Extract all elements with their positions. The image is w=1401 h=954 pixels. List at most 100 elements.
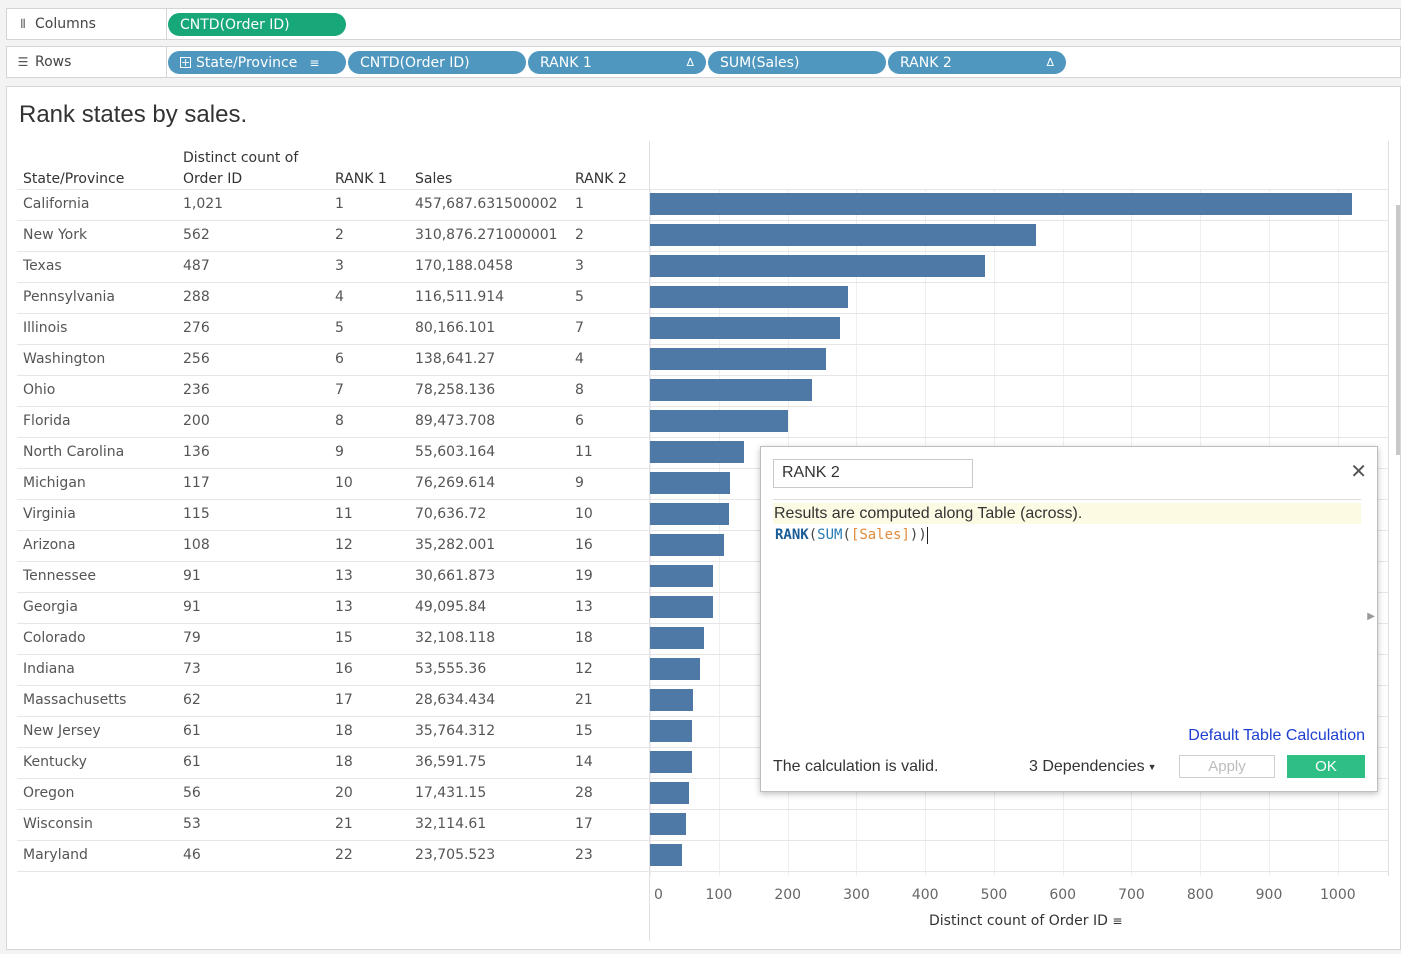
ok-button[interactable]: OK (1287, 755, 1365, 778)
pill-rank-2[interactable]: RANK 2 Δ (888, 51, 1066, 74)
table-cell-rank2[interactable]: 6 (575, 413, 584, 429)
table-cell-rank1[interactable]: 18 (335, 723, 353, 739)
table-cell-state[interactable]: Michigan (23, 475, 86, 491)
bar[interactable] (650, 689, 693, 711)
formula-editor[interactable]: RANK(SUM([Sales])) (775, 525, 928, 545)
pill-sum-sales[interactable]: SUM(Sales) (708, 51, 886, 74)
table-cell-state[interactable]: Pennsylvania (23, 289, 115, 305)
bar[interactable] (650, 503, 730, 525)
bar[interactable] (650, 534, 725, 556)
table-cell-rank1[interactable]: 13 (335, 599, 353, 615)
table-cell-state[interactable]: Washington (23, 351, 106, 367)
table-cell-count[interactable]: 117 (183, 475, 210, 491)
table-cell-rank2[interactable]: 8 (575, 382, 584, 398)
table-cell-count[interactable]: 115 (183, 506, 210, 522)
bar[interactable] (650, 286, 849, 308)
table-cell-rank1[interactable]: 7 (335, 382, 344, 398)
table-cell-count[interactable]: 276 (183, 320, 210, 336)
table-cell-count[interactable]: 200 (183, 413, 210, 429)
table-cell-state[interactable]: Indiana (23, 661, 75, 677)
bar[interactable] (650, 658, 701, 680)
table-cell-state[interactable]: Georgia (23, 599, 78, 615)
bar[interactable] (650, 751, 692, 773)
close-icon[interactable]: ✕ (1350, 459, 1367, 483)
table-cell-state[interactable]: Wisconsin (23, 816, 93, 832)
table-cell-sales[interactable]: 310,876.271000001 (415, 227, 558, 243)
table-cell-rank2[interactable]: 21 (575, 692, 593, 708)
columns-shelf[interactable]: ⫴ Columns CNTD(Order ID) (6, 8, 1401, 40)
table-cell-sales[interactable]: 35,282.001 (415, 537, 496, 553)
table-cell-sales[interactable]: 53,555.36 (415, 661, 487, 677)
bar[interactable] (650, 627, 705, 649)
bar[interactable] (650, 782, 689, 804)
table-cell-rank1[interactable]: 10 (335, 475, 353, 491)
table-cell-sales[interactable]: 457,687.631500002 (415, 196, 558, 212)
table-cell-count[interactable]: 562 (183, 227, 210, 243)
table-cell-rank1[interactable]: 16 (335, 661, 353, 677)
bar[interactable] (650, 379, 813, 401)
table-cell-count[interactable]: 256 (183, 351, 210, 367)
header-rank2[interactable]: RANK 2 (575, 171, 627, 187)
table-cell-count[interactable]: 136 (183, 444, 210, 460)
table-cell-state[interactable]: Illinois (23, 320, 68, 336)
table-cell-sales[interactable]: 32,108.118 (415, 630, 496, 646)
table-cell-sales[interactable]: 76,269.614 (415, 475, 496, 491)
table-cell-rank1[interactable]: 18 (335, 754, 353, 770)
table-cell-sales[interactable]: 116,511.914 (415, 289, 505, 305)
table-cell-sales[interactable]: 78,258.136 (415, 382, 496, 398)
table-cell-rank2[interactable]: 5 (575, 289, 584, 305)
table-cell-count[interactable]: 73 (183, 661, 201, 677)
table-cell-state[interactable]: Virginia (23, 506, 76, 522)
table-cell-state[interactable]: New Jersey (23, 723, 101, 739)
table-cell-state[interactable]: Oregon (23, 785, 75, 801)
pill-rank-1[interactable]: RANK 1 Δ (528, 51, 706, 74)
table-cell-rank2[interactable]: 17 (575, 816, 593, 832)
table-cell-count[interactable]: 61 (183, 723, 201, 739)
table-cell-state[interactable]: Kentucky (23, 754, 87, 770)
table-cell-rank1[interactable]: 6 (335, 351, 344, 367)
rows-shelf[interactable]: ☰ Rows + State/Province ≡ CNTD(Order ID)… (6, 46, 1401, 78)
table-cell-rank2[interactable]: 12 (575, 661, 593, 677)
table-cell-count[interactable]: 91 (183, 599, 201, 615)
bar[interactable] (650, 720, 692, 742)
table-cell-rank1[interactable]: 8 (335, 413, 344, 429)
pill-cntd-order-id-rows[interactable]: CNTD(Order ID) (348, 51, 526, 74)
table-cell-count[interactable]: 61 (183, 754, 201, 770)
table-cell-count[interactable]: 108 (183, 537, 210, 553)
table-cell-rank2[interactable]: 19 (575, 568, 593, 584)
table-cell-sales[interactable]: 30,661.873 (415, 568, 496, 584)
table-cell-sales[interactable]: 35,764.312 (415, 723, 496, 739)
table-cell-rank1[interactable]: 4 (335, 289, 344, 305)
table-cell-state[interactable]: Texas (23, 258, 62, 274)
table-cell-rank2[interactable]: 14 (575, 754, 593, 770)
pill-cntd-order-id-columns[interactable]: CNTD(Order ID) (168, 13, 346, 36)
table-cell-rank1[interactable]: 1 (335, 196, 344, 212)
table-cell-sales[interactable]: 55,603.164 (415, 444, 496, 460)
x-axis-title[interactable]: Distinct count of Order ID ≡ (929, 913, 1122, 929)
table-cell-sales[interactable]: 80,166.101 (415, 320, 496, 336)
table-cell-state[interactable]: Tennessee (23, 568, 96, 584)
table-cell-state[interactable]: Colorado (23, 630, 86, 646)
table-cell-sales[interactable]: 23,705.523 (415, 847, 496, 863)
table-cell-rank1[interactable]: 12 (335, 537, 353, 553)
bar[interactable] (650, 348, 827, 370)
bar[interactable] (650, 317, 840, 339)
bar[interactable] (650, 844, 682, 866)
header-state[interactable]: State/Province (23, 171, 125, 187)
bar[interactable] (650, 472, 731, 494)
table-cell-sales[interactable]: 17,431.15 (415, 785, 487, 801)
table-cell-rank2[interactable]: 13 (575, 599, 593, 615)
table-cell-count[interactable]: 91 (183, 568, 201, 584)
table-cell-state[interactable]: North Carolina (23, 444, 125, 460)
table-cell-rank1[interactable]: 22 (335, 847, 353, 863)
table-cell-count[interactable]: 62 (183, 692, 201, 708)
table-cell-rank1[interactable]: 9 (335, 444, 344, 460)
table-cell-sales[interactable]: 138,641.27 (415, 351, 496, 367)
bar[interactable] (650, 813, 687, 835)
table-cell-rank1[interactable]: 15 (335, 630, 353, 646)
table-cell-state[interactable]: Maryland (23, 847, 88, 863)
table-cell-rank1[interactable]: 5 (335, 320, 344, 336)
table-cell-count[interactable]: 79 (183, 630, 201, 646)
table-cell-count[interactable]: 56 (183, 785, 201, 801)
table-cell-rank1[interactable]: 2 (335, 227, 344, 243)
